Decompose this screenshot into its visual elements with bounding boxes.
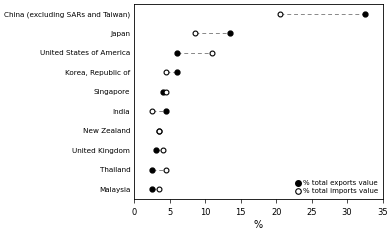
- Legend: % total exports value, % total imports value: % total exports value, % total imports v…: [295, 179, 379, 196]
- X-axis label: %: %: [254, 220, 263, 230]
